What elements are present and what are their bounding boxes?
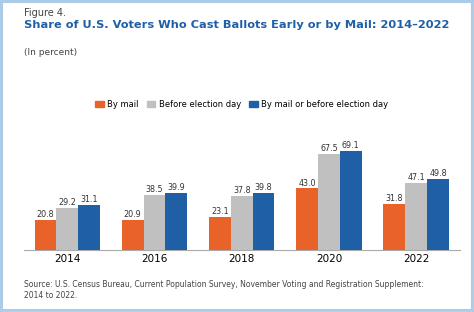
Text: 37.8: 37.8 (233, 186, 251, 195)
Text: 31.8: 31.8 (386, 194, 403, 203)
Text: 39.8: 39.8 (255, 183, 273, 192)
Text: 39.9: 39.9 (167, 183, 185, 192)
Bar (427, 179, 449, 250)
Bar (296, 188, 318, 250)
Bar (253, 193, 274, 250)
Bar (340, 151, 362, 250)
Text: Source: U.S. Census Bureau, Current Population Survey, November Voting and Regis: Source: U.S. Census Bureau, Current Popu… (24, 280, 423, 300)
Text: 67.5: 67.5 (320, 144, 338, 153)
Text: 38.5: 38.5 (146, 185, 164, 194)
Bar (383, 204, 405, 250)
Text: 20.8: 20.8 (36, 210, 55, 219)
Bar (78, 205, 100, 250)
Text: 23.1: 23.1 (211, 207, 229, 216)
Bar (56, 208, 78, 250)
Text: Share of U.S. Voters Who Cast Ballots Early or by Mail: 2014–2022: Share of U.S. Voters Who Cast Ballots Ea… (24, 20, 449, 30)
Text: 20.9: 20.9 (124, 210, 142, 219)
Text: 29.2: 29.2 (58, 198, 76, 207)
Bar (35, 220, 56, 250)
Bar (144, 195, 165, 250)
Bar (318, 154, 340, 250)
Text: 49.8: 49.8 (429, 169, 447, 178)
Bar (209, 217, 231, 250)
Text: 31.1: 31.1 (81, 196, 98, 204)
Bar (122, 220, 144, 250)
Bar (231, 196, 253, 250)
Text: Figure 4.: Figure 4. (24, 8, 66, 18)
Text: (In percent): (In percent) (24, 48, 77, 57)
Legend: By mail, Before election day, By mail or before election day: By mail, Before election day, By mail or… (92, 97, 392, 112)
Bar (165, 193, 187, 250)
Text: 47.1: 47.1 (407, 173, 425, 182)
Bar (405, 183, 427, 250)
Text: 43.0: 43.0 (299, 178, 316, 188)
Text: 69.1: 69.1 (342, 141, 360, 150)
